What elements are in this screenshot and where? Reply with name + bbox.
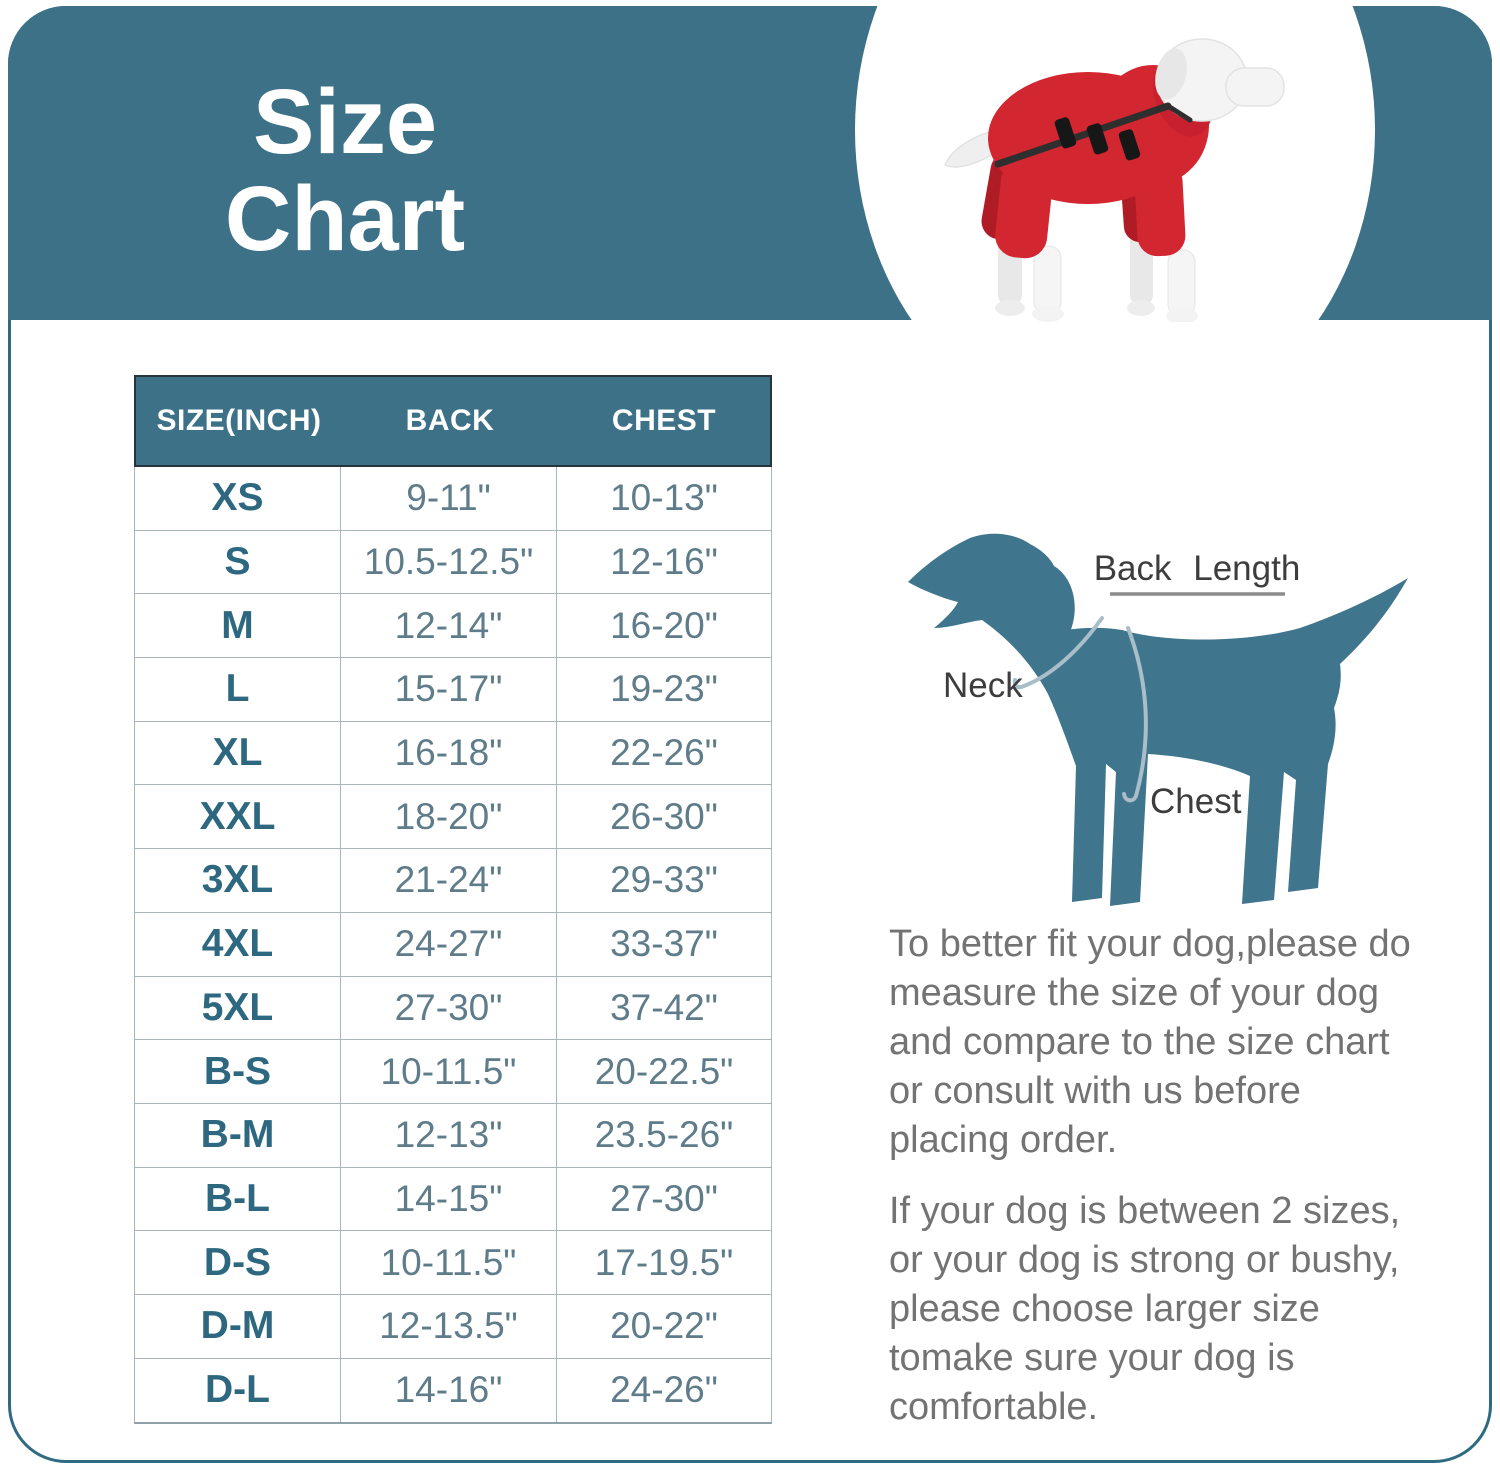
size-cell: D-M (200, 1304, 275, 1348)
back-cell: 14-15" (340, 1167, 556, 1231)
fit-note-paragraph-1: To better fit your dog,please do measure… (889, 920, 1411, 1165)
note-line: please choose larger size (889, 1288, 1320, 1330)
size-cell: XS (211, 476, 264, 520)
chest-cell: 29-33" (556, 849, 771, 912)
back-length-label: Back Length (1094, 549, 1301, 588)
title-line-2: Chart (224, 168, 466, 270)
size-cell: XXL (199, 794, 276, 838)
note-line: or consult with us before (889, 1070, 1301, 1112)
table-header-row: SIZE(INCH) BACK CHEST (134, 375, 772, 467)
table-row: S 10.5-12.5" 12-16" (135, 530, 771, 595)
back-cell: 27-30" (340, 976, 556, 1040)
header-back: BACK (405, 404, 495, 437)
table-row: 5XL 27-30" 37-42" (135, 976, 771, 1041)
size-cell: M (221, 603, 254, 647)
chest-label: Chest (1150, 782, 1242, 821)
dog-photo-illustration (944, 38, 1285, 322)
size-table: SIZE(INCH) BACK CHEST XS 9-11" 10-13" S … (134, 375, 772, 1425)
chest-cell: 10-13" (556, 467, 771, 530)
table-row: XXL 18-20" 26-30" (135, 785, 771, 850)
harness-buckle (1086, 123, 1109, 155)
harness-buckle (1118, 129, 1141, 161)
table-row: 3XL 21-24" 29-33" (135, 849, 771, 913)
back-cell: 10-11.5" (340, 1040, 556, 1103)
table-row: 4XL 24-27" 33-37" (135, 912, 771, 977)
note-line: and compare to the size chart (889, 1021, 1390, 1063)
table-row: XS 9-11" 10-13" (135, 467, 771, 531)
size-cell: 3XL (201, 858, 274, 902)
chest-cell: 23.5-26" (556, 1103, 771, 1167)
fit-note: To better fit your dog,please do measure… (889, 920, 1411, 1432)
table-row: D-S 10-11.5" 17-19.5" (135, 1231, 771, 1295)
note-line: To better fit your dog,please do (889, 923, 1411, 965)
chest-cell: 33-37" (556, 912, 771, 976)
neck-curve (1012, 616, 1104, 690)
back-cell: 16-18" (340, 721, 556, 785)
back-cell: 12-13" (340, 1103, 556, 1167)
chest-cell: 20-22" (556, 1294, 771, 1358)
size-cell: B-S (203, 1049, 272, 1093)
back-cell: 10.5-12.5" (340, 530, 556, 594)
chest-curve (1122, 626, 1148, 803)
page-title: Size Chart (180, 74, 510, 268)
note-line: placing order. (889, 1119, 1118, 1161)
table-row: D-L 14-16" 24-26" (135, 1358, 771, 1423)
harness (994, 102, 1193, 168)
note-line: comfortable. (889, 1386, 1099, 1428)
table-row: L 15-17" 19-23" (135, 658, 771, 722)
table-row: D-M 12-13.5" 20-22" (135, 1294, 771, 1359)
size-cell: B-M (200, 1113, 275, 1157)
size-cell: 4XL (201, 922, 274, 966)
back-cell: 18-20" (340, 785, 556, 849)
size-cell: 5XL (201, 985, 274, 1029)
neck-label: Neck (943, 666, 1023, 705)
back-cell: 14-16" (340, 1358, 556, 1423)
size-cell: B-L (205, 1176, 270, 1220)
note-line: If your dog is between 2 sizes, (889, 1190, 1401, 1232)
back-cell: 21-24" (340, 849, 556, 912)
table-row: B-M 12-13" 23.5-26" (135, 1103, 771, 1168)
back-cell: 15-17" (340, 658, 556, 721)
back-cell: 12-13.5" (340, 1294, 556, 1358)
fit-note-paragraph-2: If your dog is between 2 sizes, or your … (889, 1187, 1411, 1432)
chest-cell: 20-22.5" (556, 1040, 771, 1103)
note-line: or your dog is strong or bushy, (889, 1239, 1400, 1281)
dog-coat (981, 55, 1213, 259)
size-cell: XL (212, 731, 263, 775)
table-row: XL 16-18" 22-26" (135, 721, 771, 786)
chest-cell: 37-42" (556, 976, 771, 1040)
chest-cell: 16-20" (556, 594, 771, 658)
header-size: SIZE(INCH) (156, 404, 322, 437)
chest-cell: 26-30" (556, 785, 771, 849)
size-cell: D-L (205, 1368, 270, 1412)
dog-silhouette (908, 533, 1408, 906)
dog-tail (944, 129, 1001, 168)
harness-buckle (1054, 117, 1077, 149)
chest-cell: 24-26" (556, 1358, 771, 1423)
title-line-1: Size (252, 71, 438, 173)
table-body: XS 9-11" 10-13" S 10.5-12.5" 12-16" M 12… (134, 467, 772, 1425)
table-row: B-L 14-15" 27-30" (135, 1167, 771, 1232)
chest-cell: 27-30" (556, 1167, 771, 1231)
chest-cell: 17-19.5" (556, 1231, 771, 1294)
back-cell: 24-27" (340, 912, 556, 976)
note-line: measure the size of your dog (889, 972, 1380, 1014)
dog-ear (1155, 48, 1187, 100)
dog-head (1155, 38, 1285, 122)
size-cell: S (224, 540, 251, 584)
back-cell: 10-11.5" (340, 1231, 556, 1294)
table-row: B-S 10-11.5" 20-22.5" (135, 1040, 771, 1104)
back-cell: 9-11" (340, 467, 556, 530)
measurement-diagram: Back Length Neck Chest (908, 533, 1408, 906)
size-cell: D-S (203, 1240, 272, 1284)
chest-cell: 19-23" (556, 658, 771, 721)
note-line: tomake sure your dog is (889, 1337, 1295, 1379)
chest-cell: 12-16" (556, 530, 771, 594)
header-chest: CHEST (611, 404, 717, 437)
back-cell: 12-14" (340, 594, 556, 658)
chest-cell: 22-26" (556, 721, 771, 785)
table-row: M 12-14" 16-20" (135, 594, 771, 659)
size-cell: L (225, 667, 250, 711)
